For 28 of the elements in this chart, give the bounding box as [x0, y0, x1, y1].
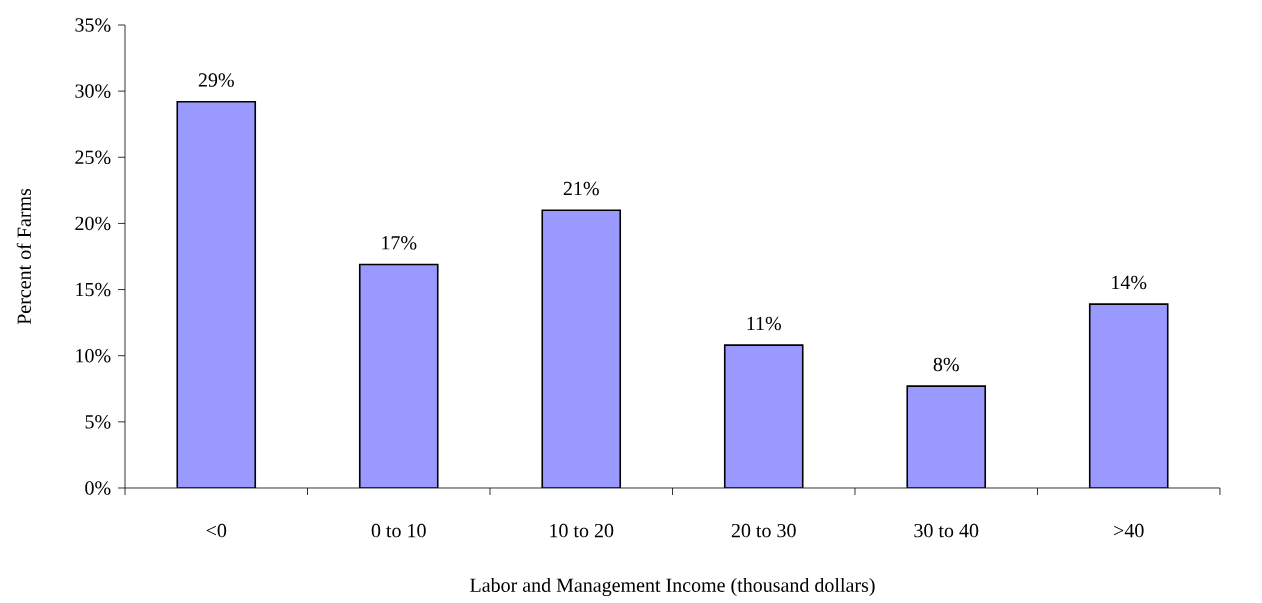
x-tick-label: <0: [206, 523, 227, 538]
x-tick-label: >40: [1114, 523, 1144, 538]
y-tick-label: 25%: [75, 150, 111, 165]
x-tick-label: 20 to 30: [731, 523, 796, 538]
y-tick-label: 20%: [75, 216, 111, 231]
y-tick-label: 10%: [76, 349, 111, 363]
data-label: 14%: [1112, 275, 1147, 290]
y-tick-label: 0%: [85, 481, 111, 495]
y-tick-label: 5%: [85, 415, 111, 429]
bar: [723, 344, 804, 489]
x-axis-title: Labor and Management Income (thousand dollars): [470, 578, 875, 597]
data-label: 11%: [747, 316, 782, 331]
bar: [906, 385, 987, 489]
bar: [358, 263, 439, 489]
bar: [1088, 303, 1169, 489]
bar: [541, 209, 622, 489]
data-label: 21%: [563, 181, 599, 196]
y-tick-label: 30%: [75, 84, 111, 99]
y-axis-title: Percent of Farms: [16, 189, 31, 325]
y-tick-label: 35%: [75, 18, 111, 32]
data-label: 8%: [933, 357, 959, 372]
y-tick-label: 15%: [76, 282, 111, 297]
bar: [176, 101, 257, 489]
x-tick-label: 30 to 40: [914, 523, 979, 538]
x-tick-label: 0 to 10: [371, 523, 426, 538]
data-label: 17%: [382, 236, 417, 250]
x-tick-label: 10 to 20: [550, 523, 614, 538]
data-label: 29%: [198, 73, 234, 87]
